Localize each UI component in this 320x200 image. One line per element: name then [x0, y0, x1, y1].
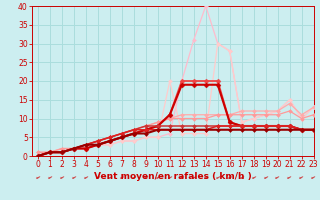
Text: ←: ← [251, 173, 257, 180]
Text: ←: ← [190, 173, 197, 180]
Text: ←: ← [214, 173, 221, 180]
Text: ←: ← [35, 173, 41, 180]
Text: ←: ← [238, 173, 245, 180]
Text: ←: ← [107, 173, 113, 180]
Text: ←: ← [166, 173, 173, 180]
Text: ←: ← [155, 173, 161, 180]
Text: ←: ← [71, 173, 77, 180]
Text: ←: ← [203, 173, 209, 180]
Text: ←: ← [95, 173, 101, 180]
Text: ←: ← [298, 173, 305, 180]
Text: ←: ← [59, 173, 65, 180]
Text: ←: ← [119, 173, 125, 180]
Text: ←: ← [143, 173, 149, 180]
Text: ←: ← [286, 173, 293, 180]
Text: ←: ← [227, 173, 233, 180]
Text: ←: ← [262, 173, 269, 180]
Text: ←: ← [83, 173, 89, 180]
X-axis label: Vent moyen/en rafales ( km/h ): Vent moyen/en rafales ( km/h ) [94, 172, 252, 181]
Text: ←: ← [131, 173, 137, 180]
Text: ←: ← [274, 173, 281, 180]
Text: ←: ← [179, 173, 185, 180]
Text: ←: ← [310, 173, 317, 180]
Text: ←: ← [47, 173, 53, 180]
